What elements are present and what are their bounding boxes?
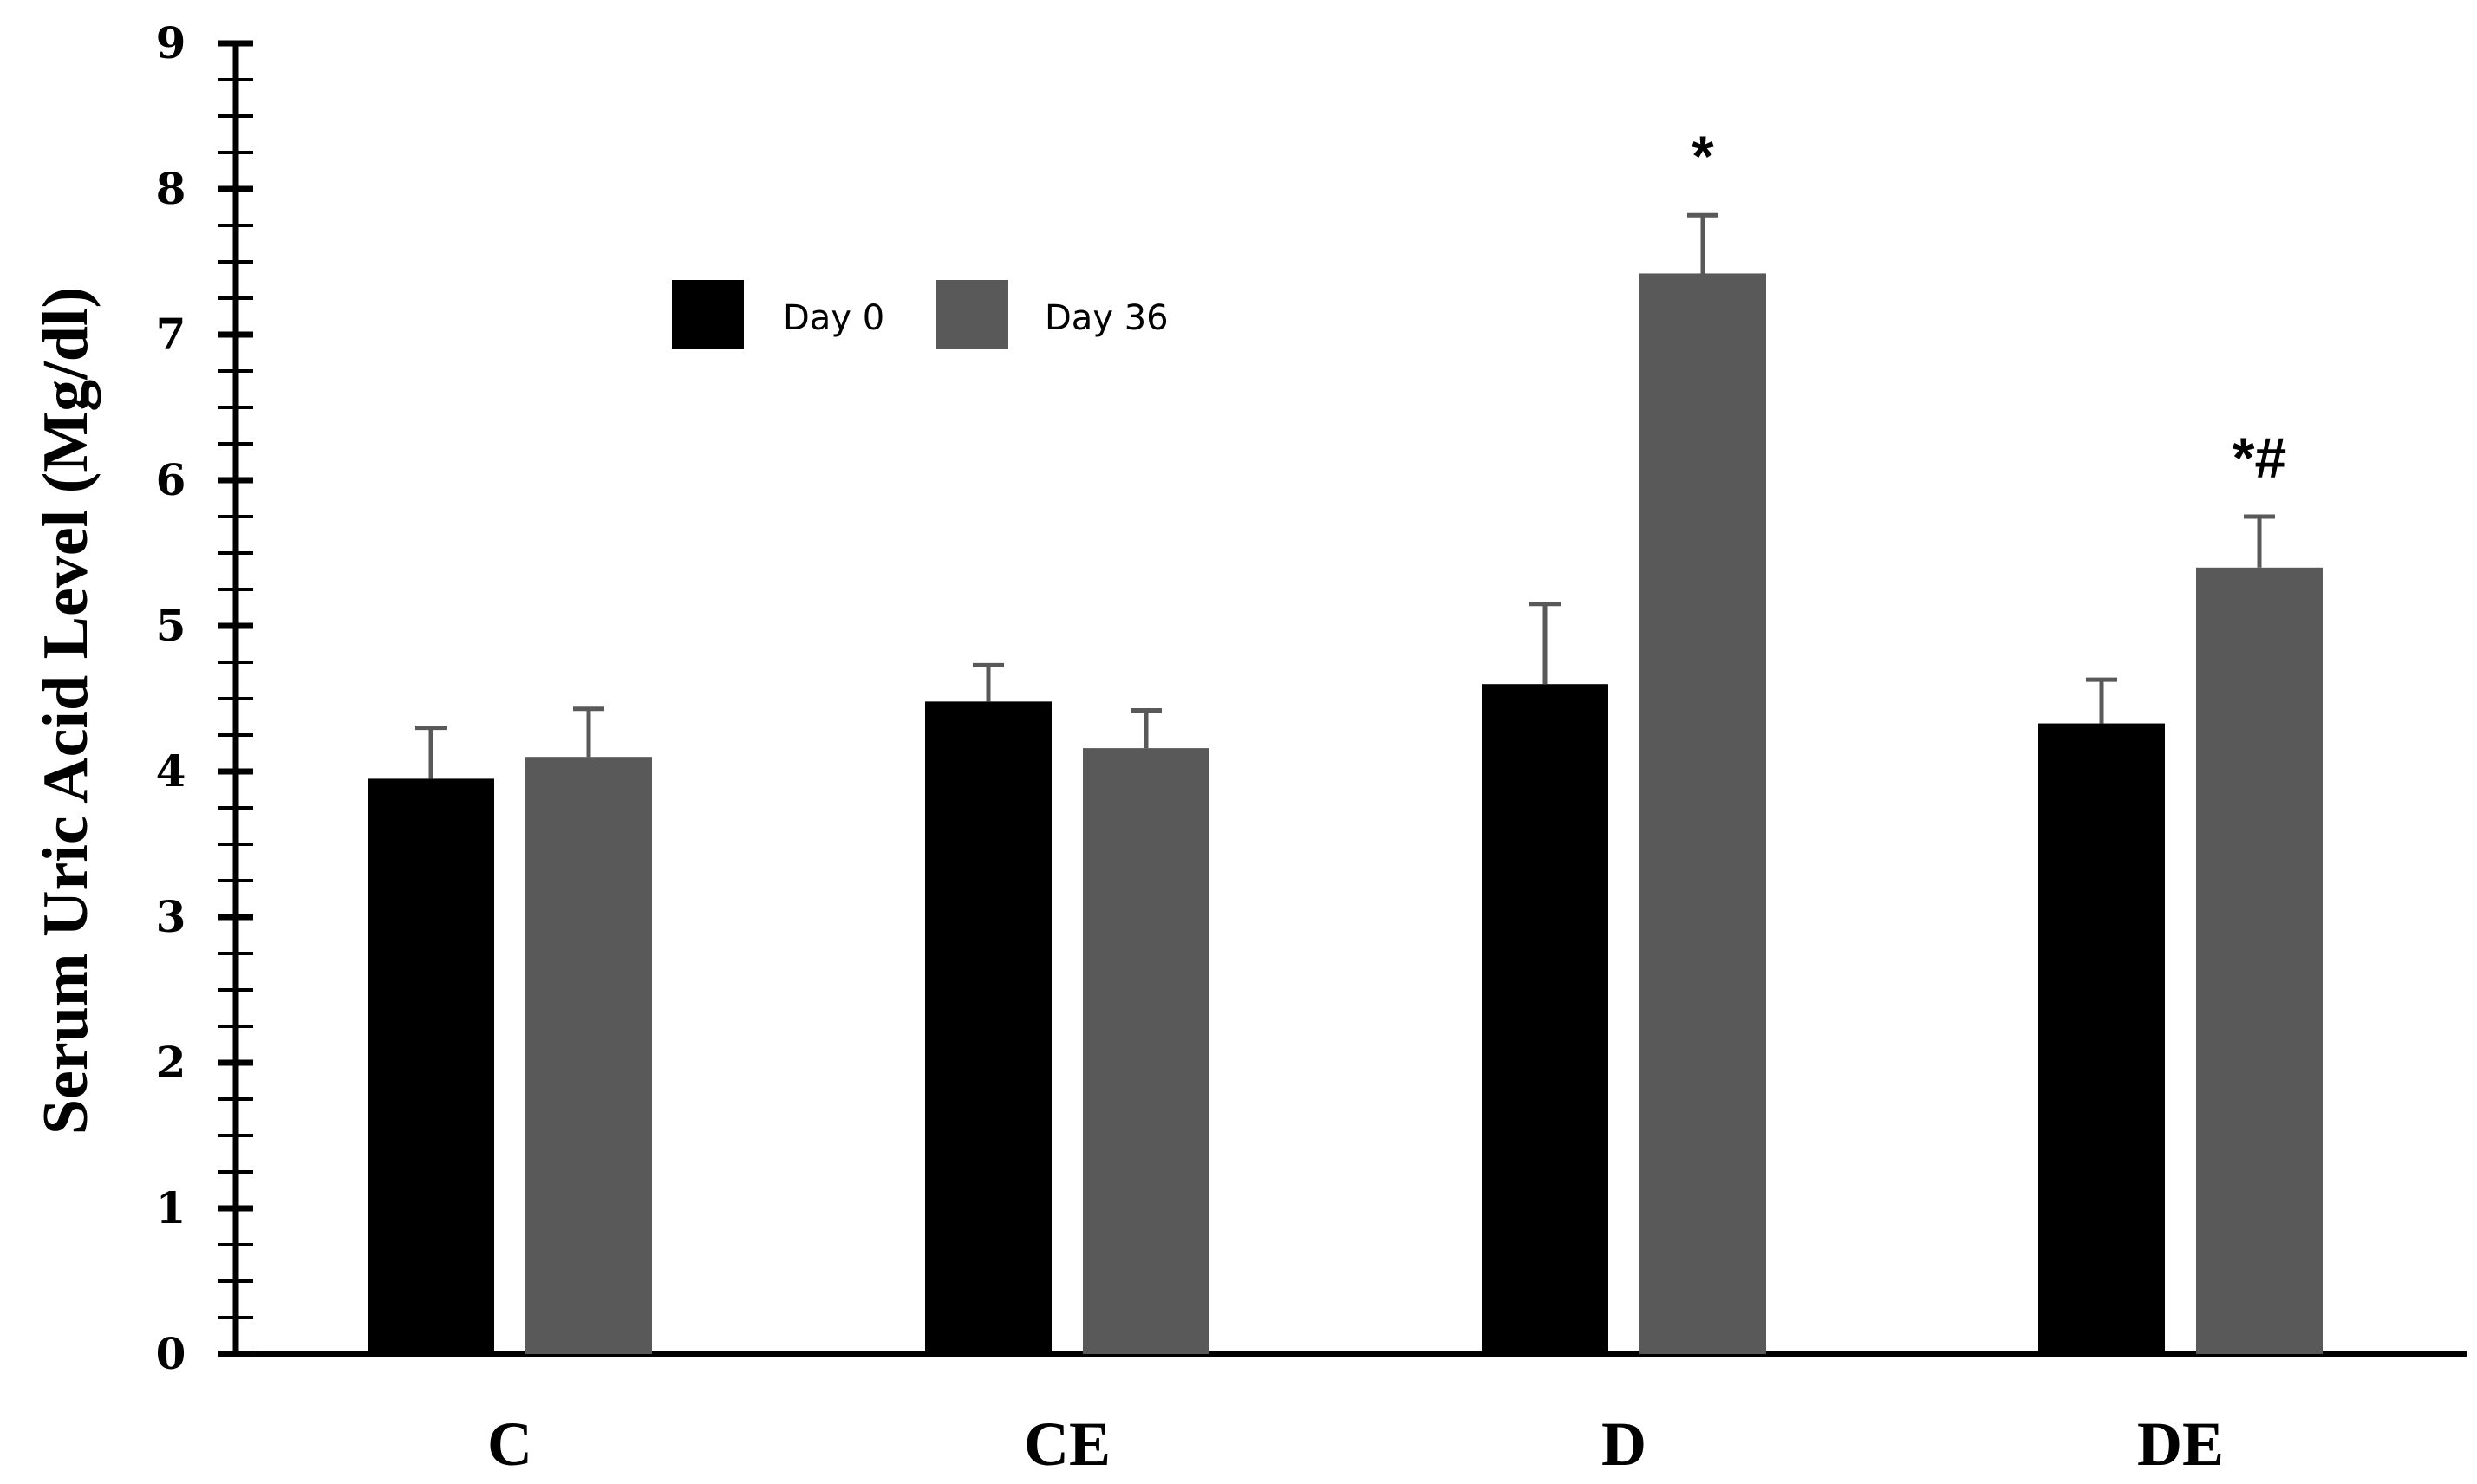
bars [368, 273, 2323, 1355]
bar [1083, 748, 1209, 1354]
legend-swatch-day-36 [936, 280, 1008, 349]
bar [525, 757, 652, 1354]
legend-label-day-0: Day 0 [783, 298, 884, 338]
bar [368, 778, 494, 1354]
legend-swatch-day-0 [672, 280, 744, 349]
bar [1639, 273, 1766, 1355]
significance-marker: * [1692, 124, 1714, 188]
y-tick-label: 4 [156, 745, 186, 797]
bar [2038, 723, 2165, 1354]
y-tick-label: 0 [156, 1328, 186, 1379]
error-bars [415, 212, 2275, 779]
y-tick-label: 8 [156, 163, 186, 214]
y-axis-label: Serum Uric Acid Level (Mg/dl) [30, 287, 101, 1135]
y-tick-label: 1 [156, 1182, 186, 1233]
x-tick-label: CE [1024, 1409, 1111, 1479]
y-tick-label: 3 [156, 891, 186, 942]
x-tick-label: D [1601, 1409, 1646, 1479]
bar [1482, 684, 1608, 1354]
y-tick-label: 6 [156, 454, 186, 505]
bar [925, 701, 1052, 1354]
y-axis: 0 1 2 3 4 5 6 7 8 9 [156, 17, 253, 1379]
x-tick-label: DE [2137, 1409, 2224, 1479]
legend-label-day-36: Day 36 [1045, 298, 1169, 338]
y-tick-label: 2 [156, 1037, 186, 1088]
y-tick-label: 7 [156, 309, 186, 360]
legend: Day 0 Day 36 [672, 280, 1169, 349]
y-tick-label: 9 [156, 17, 186, 68]
bar [2196, 567, 2323, 1354]
significance-marker: *# [2233, 426, 2286, 490]
y-tick-label: 5 [156, 600, 186, 651]
x-axis: C CE D DE [218, 1351, 2467, 1479]
significance-annotations: * *# [1692, 124, 2286, 490]
x-tick-label: C [487, 1409, 532, 1479]
